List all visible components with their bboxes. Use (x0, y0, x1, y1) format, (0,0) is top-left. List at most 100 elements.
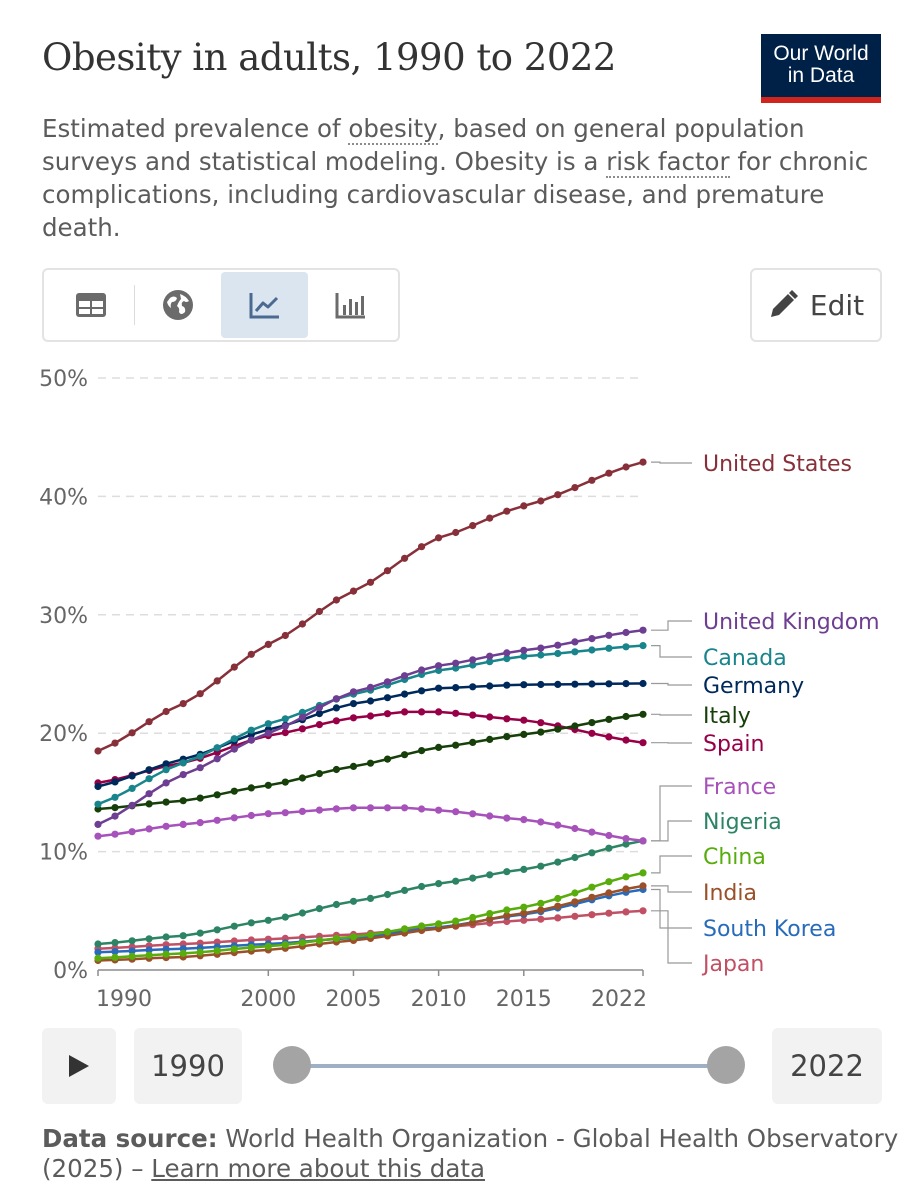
data-point-italy (230, 787, 238, 795)
data-point-nigeria (588, 849, 596, 857)
data-point-france (401, 804, 409, 812)
data-point-france (213, 816, 221, 824)
data-point-united-states (520, 502, 528, 510)
data-point-china (196, 948, 204, 956)
owid-logo[interactable]: Our World in Data (761, 34, 881, 103)
data-point-france (179, 820, 187, 828)
data-point-united-kingdom (435, 662, 443, 670)
data-point-china (622, 873, 630, 881)
data-point-china (230, 945, 238, 953)
data-point-united-kingdom (128, 801, 136, 809)
data-point-united-kingdom (383, 678, 392, 686)
data-point-nigeria (162, 933, 170, 941)
data-point-china (162, 950, 170, 958)
data-point-canada (588, 646, 596, 654)
tab-map[interactable] (135, 272, 221, 338)
data-point-nigeria (111, 939, 119, 947)
data-point-japan (571, 912, 579, 920)
play-button[interactable] (42, 1028, 116, 1104)
data-point-italy (401, 751, 409, 759)
data-point-nigeria (503, 868, 511, 876)
risk-factor-definition-link[interactable]: risk factor (606, 147, 730, 178)
data-point-south-korea (94, 948, 102, 956)
data-point-nigeria (435, 880, 443, 888)
logo-red-bar (761, 97, 881, 103)
data-point-france (162, 822, 170, 830)
data-point-canada (145, 775, 153, 783)
start-year-label: 1990 (134, 1028, 242, 1104)
table-icon (76, 293, 107, 317)
data-point-nigeria (520, 865, 528, 873)
tab-bar-chart[interactable] (308, 272, 394, 338)
data-point-canada (554, 649, 562, 658)
data-point-united-kingdom (588, 635, 596, 643)
data-point-china (111, 953, 119, 962)
data-point-spain (639, 739, 647, 747)
data-point-nigeria (401, 886, 409, 895)
x-tick-label: 2015 (496, 987, 552, 1012)
data-point-united-states (452, 528, 460, 537)
obesity-definition-link[interactable]: obesity (348, 114, 438, 145)
data-point-spain (401, 708, 409, 716)
timeline-end-handle[interactable] (707, 1046, 745, 1084)
data-point-nigeria (94, 940, 102, 948)
data-point-italy (622, 712, 630, 721)
logo-line-2: in Data (787, 64, 855, 87)
edit-button[interactable]: Edit (750, 268, 882, 342)
data-point-china (639, 869, 647, 877)
data-point-united-states (503, 507, 511, 515)
data-point-united-kingdom (486, 652, 494, 660)
data-point-spain (605, 733, 613, 741)
data-point-nigeria (196, 929, 204, 937)
data-point-india (639, 882, 647, 890)
legend-connector-italy (651, 713, 692, 716)
data-point-italy (571, 722, 579, 730)
data-point-india (571, 898, 579, 906)
data-point-france (571, 824, 579, 833)
data-point-united-states (332, 596, 340, 604)
legend-label-china: China (703, 845, 766, 870)
data-point-canada (469, 661, 477, 669)
data-point-canada (230, 735, 238, 743)
legend-label-japan: Japan (701, 952, 764, 977)
data-point-united-kingdom (537, 644, 545, 652)
data-point-china (332, 934, 340, 943)
data-point-france (520, 816, 528, 824)
line-chart: 0% 10% 20% 30% 40% 50% 1990 2000 2005 2010 2015 202… (39, 367, 880, 1012)
data-point-india (503, 912, 511, 920)
data-point-china (349, 933, 358, 941)
data-point-china (435, 920, 443, 928)
data-point-canada (213, 744, 221, 752)
data-point-spain (486, 713, 494, 721)
data-point-italy (145, 800, 153, 808)
learn-more-link[interactable]: Learn more about this data (151, 1154, 485, 1183)
data-point-canada (196, 752, 204, 760)
series-line-nigeria (97, 839, 644, 946)
legend-label-india: India (703, 881, 757, 906)
play-icon (69, 1055, 89, 1077)
y-tick-label: 20% (39, 722, 88, 747)
timeline-start-handle[interactable] (273, 1046, 311, 1084)
data-point-united-kingdom (298, 713, 306, 721)
x-tick-label: 2010 (411, 987, 467, 1012)
data-point-canada (162, 766, 170, 774)
data-point-canada (94, 800, 102, 808)
data-point-france (128, 828, 136, 836)
subtitle-text-1: Estimated prevalence of (42, 114, 349, 143)
data-point-united-states (537, 497, 545, 505)
series-line-china (97, 871, 644, 960)
tab-table[interactable] (48, 272, 134, 338)
y-tick-label: 30% (39, 604, 88, 629)
data-point-united-kingdom (162, 779, 170, 787)
data-point-united-states (196, 690, 204, 698)
tab-chart[interactable] (221, 272, 308, 338)
data-point-italy (383, 755, 392, 763)
data-point-united-kingdom (469, 656, 477, 664)
data-point-china (315, 936, 323, 945)
timeline-track[interactable] (292, 1064, 726, 1068)
data-point-canada (247, 726, 255, 734)
data-point-united-kingdom (179, 771, 187, 779)
data-point-canada (571, 648, 579, 656)
data-point-france (486, 812, 494, 820)
data-source-label: Data source: (42, 1124, 218, 1153)
